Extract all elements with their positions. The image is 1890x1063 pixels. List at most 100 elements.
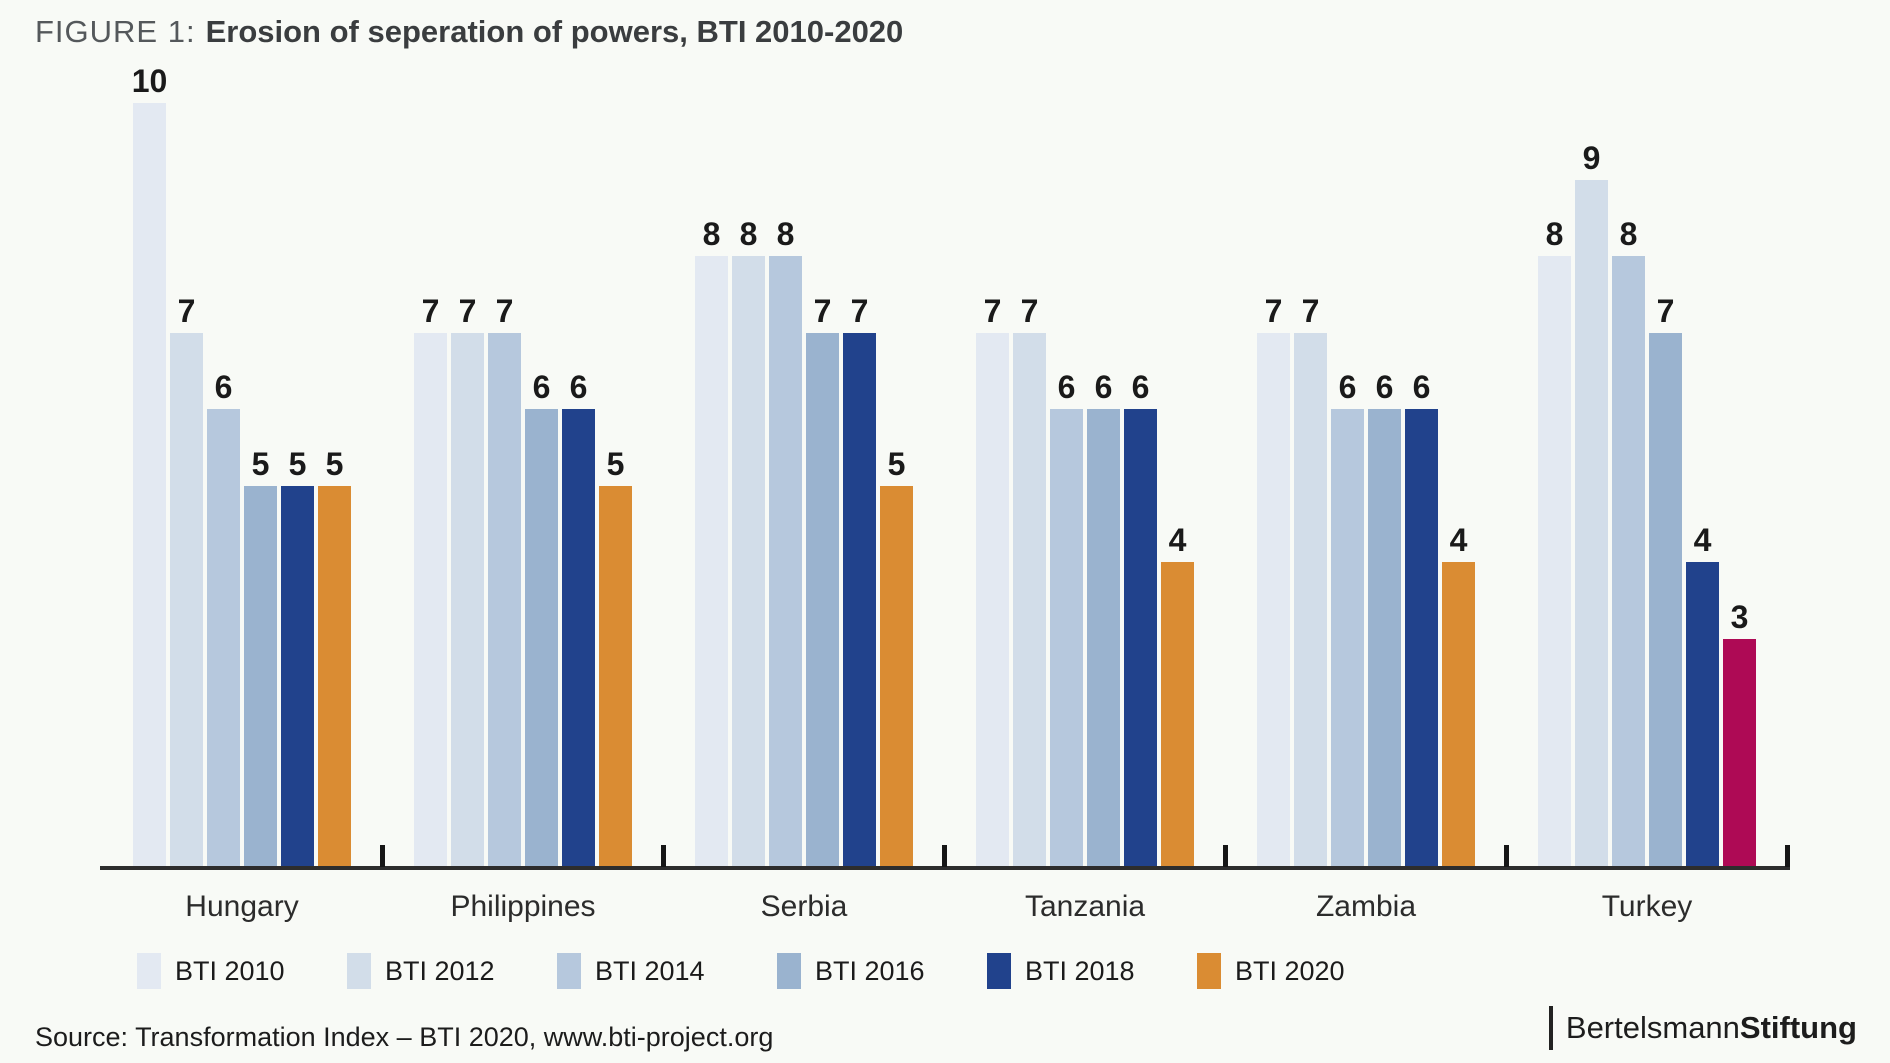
bar-bti-2010-tanzania — [976, 332, 1009, 868]
x-axis-label-philippines: Philippines — [450, 890, 596, 923]
bar-value-label: 8 — [702, 216, 721, 252]
bar-bti-2018-philippines — [562, 409, 595, 868]
bar-value-label: 7 — [458, 292, 477, 329]
x-axis-label-zambia: Zambia — [1315, 890, 1417, 923]
bar-bti-2010-turkey — [1538, 256, 1571, 868]
bar-column-bti-2014-serbia: 8 — [769, 218, 802, 868]
bar-bti-2018-turkey — [1686, 562, 1719, 868]
x-axis-label-serbia: Serbia — [760, 890, 848, 923]
bar-column-bti-2018-serbia: 7 — [843, 292, 876, 868]
bar-bti-2020-zambia — [1442, 562, 1475, 868]
bar-value-label: 8 — [776, 216, 795, 252]
legend-swatch-bti-2018 — [987, 953, 1011, 989]
bar-value-label: 5 — [325, 445, 344, 482]
bar-value-label: 7 — [495, 292, 514, 329]
bar-value-label: 7 — [983, 292, 1002, 329]
bar-column-bti-2020-serbia: 5 — [880, 448, 913, 868]
bar-value-label: 7 — [850, 292, 869, 329]
figure-label: FIGURE 1: — [35, 14, 196, 49]
bar-value-label: 5 — [251, 445, 270, 482]
bar-column-bti-2014-zambia: 6 — [1331, 371, 1364, 868]
bar-column-bti-2012-serbia: 8 — [732, 218, 765, 868]
bar-column-bti-2020-turkey: 3 — [1723, 598, 1756, 868]
bar-value-label: 6 — [1131, 369, 1150, 405]
bar-value-label: 7 — [1020, 292, 1039, 329]
brand-name-regular: Bertelsmann — [1565, 1010, 1740, 1045]
legend-swatch-bti-2010 — [137, 953, 161, 989]
bar-column-bti-2010-hungary: 10 — [131, 63, 168, 868]
legend-item-bti-2018: BTI 2018 — [987, 953, 1135, 989]
bar-value-label: 8 — [1545, 216, 1564, 252]
bar-group-hungary: 10 7 6 5 5 5 — [131, 63, 351, 868]
bar-value-label: 6 — [569, 369, 588, 405]
legend-label-bti-2010: BTI 2010 — [175, 955, 285, 986]
bar-column-bti-2020-zambia: 4 — [1442, 524, 1475, 868]
bar-column-bti-2010-tanzania: 7 — [976, 292, 1009, 868]
bar-column-bti-2016-zambia: 6 — [1368, 371, 1401, 868]
bar-value-label: 9 — [1582, 139, 1601, 176]
bar-column-bti-2016-hungary: 5 — [244, 445, 277, 868]
bar-value-label: 7 — [1656, 292, 1675, 329]
bar-bti-2012-serbia — [732, 256, 765, 868]
axis-tick — [660, 845, 666, 867]
bar-bti-2020-serbia — [880, 485, 913, 868]
x-axis-line — [100, 866, 1790, 870]
bar-bti-2014-serbia — [769, 256, 802, 868]
bar-value-label: 3 — [1730, 598, 1749, 635]
axis-tick — [1222, 845, 1228, 867]
x-axis-label-tanzania: Tanzania — [1024, 890, 1146, 923]
bar-value-label: 6 — [1094, 369, 1113, 405]
bar-column-bti-2020-philippines: 5 — [599, 445, 632, 868]
bar-bti-2020-hungary — [318, 485, 351, 868]
legend-swatch-bti-2020 — [1197, 953, 1221, 989]
bar-value-label: 6 — [214, 369, 233, 405]
brand-logo: BertelsmannStiftung — [1548, 1006, 1857, 1050]
legend-label-bti-2014: BTI 2014 — [595, 955, 705, 986]
bar-column-bti-2018-turkey: 4 — [1686, 524, 1719, 868]
bar-value-label: 7 — [813, 292, 832, 329]
brand-name-bold: Stiftung — [1739, 1010, 1857, 1045]
bar-value-label: 7 — [421, 292, 440, 329]
bar-value-label: 8 — [739, 216, 758, 252]
bar-column-bti-2012-zambia: 7 — [1294, 295, 1327, 868]
bar-value-label: 6 — [532, 369, 551, 405]
bar-bti-2012-turkey — [1575, 179, 1608, 868]
bar-value-label: 5 — [606, 445, 625, 482]
bar-bti-2016-serbia — [806, 332, 839, 868]
bar-bti-2020-tanzania — [1161, 562, 1194, 868]
legend-item-bti-2016: BTI 2016 — [777, 953, 925, 989]
figure-title: FIGURE 1: Erosion of seperation of powers… — [35, 12, 903, 52]
bar-column-bti-2018-zambia: 6 — [1405, 371, 1438, 868]
bar-value-label: 5 — [288, 445, 307, 482]
bar-bti-2010-philippines — [414, 332, 447, 868]
bar-bti-2014-turkey — [1612, 256, 1645, 868]
bar-value-label: 8 — [1619, 216, 1638, 252]
legend-item-bti-2014: BTI 2014 — [557, 953, 705, 989]
legend-label-bti-2012: BTI 2012 — [385, 955, 495, 986]
bar-column-bti-2020-tanzania: 4 — [1161, 524, 1194, 868]
bar-value-label: 4 — [1168, 522, 1187, 558]
bar-column-bti-2016-philippines: 6 — [525, 371, 558, 868]
brand-name: BertelsmannStiftung — [1566, 1010, 1857, 1046]
bar-column-bti-2018-tanzania: 6 — [1124, 371, 1157, 868]
bar-column-bti-2016-serbia: 7 — [806, 292, 839, 868]
bar-column-bti-2010-serbia: 8 — [695, 218, 728, 868]
legend-item-bti-2012: BTI 2012 — [347, 953, 495, 989]
brand-divider-bar — [1548, 1006, 1553, 1050]
bar-bti-2014-philippines — [488, 332, 521, 868]
bar-bti-2012-zambia — [1294, 332, 1327, 868]
bar-bti-2016-hungary — [244, 485, 277, 868]
bar-bti-2010-serbia — [695, 256, 728, 868]
bar-column-bti-2016-tanzania: 6 — [1087, 371, 1120, 868]
bar-column-bti-2014-turkey: 8 — [1612, 218, 1645, 868]
axis-tick — [941, 845, 947, 867]
bar-column-bti-2010-zambia: 7 — [1257, 295, 1290, 868]
bar-bti-2020-philippines — [599, 485, 632, 868]
legend-swatch-bti-2014 — [557, 953, 581, 989]
bar-value-label: 6 — [1057, 369, 1076, 405]
bar-value-label: 10 — [131, 63, 168, 99]
